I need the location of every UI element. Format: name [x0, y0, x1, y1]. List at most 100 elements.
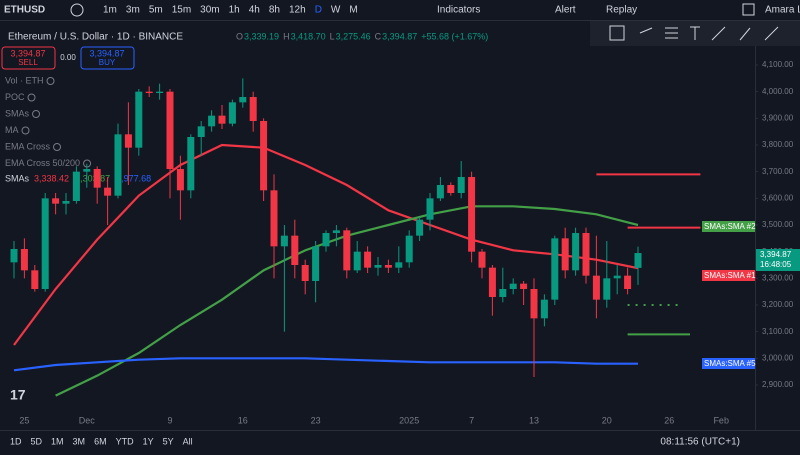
- interval-button[interactable]: D: [315, 5, 322, 16]
- price-tick-label: 3,500.00: [762, 220, 794, 229]
- candle-body: [353, 251, 361, 271]
- eye-icon[interactable]: [27, 93, 36, 102]
- spread: 0.00: [60, 53, 76, 62]
- eye-icon[interactable]: [53, 143, 62, 151]
- time-tick-label: 2025: [399, 415, 419, 425]
- interval-button[interactable]: 3m: [126, 5, 140, 16]
- indicator-name[interactable]: EMA Cross 50/200: [5, 158, 80, 168]
- sell-button[interactable]: [1, 46, 56, 70]
- range-button[interactable]: 3M: [73, 436, 86, 446]
- candle-body: [291, 235, 299, 265]
- indicator-name[interactable]: SMAs: [5, 108, 30, 118]
- drawing-tools[interactable]: [609, 25, 779, 41]
- candle-body: [249, 97, 257, 121]
- last-price: 3,394.87: [760, 250, 792, 259]
- sma1-label: SMAs:SMA #1: [704, 271, 756, 280]
- sma-line: [13, 143, 639, 346]
- tv-logo: 17: [10, 387, 26, 403]
- candle-body: [41, 198, 49, 289]
- candle-body: [20, 249, 28, 271]
- interval-button[interactable]: 5m: [149, 5, 163, 16]
- user-name[interactable]: Amara L: [765, 5, 800, 16]
- candle-body: [52, 198, 60, 204]
- price-tick-label: 4,100.00: [762, 60, 794, 69]
- checkbox[interactable]: [742, 3, 755, 16]
- interval-button[interactable]: 30m: [200, 5, 219, 16]
- indicator-name[interactable]: EMA Cross: [5, 141, 51, 151]
- candle-body: [592, 275, 600, 300]
- candle-body: [156, 91, 164, 93]
- interval-button[interactable]: 8h: [269, 5, 280, 16]
- candle-body: [114, 134, 122, 196]
- countdown: 16:48:05: [760, 260, 792, 269]
- candle-body: [104, 187, 112, 196]
- price-tick-label: 4,000.00: [762, 87, 794, 96]
- price-tick-label: 3,300.00: [762, 273, 794, 282]
- candle-body: [384, 265, 392, 268]
- candle-body: [197, 126, 205, 137]
- sell-label[interactable]: SELL: [18, 58, 38, 67]
- interval-button[interactable]: 1m: [103, 5, 117, 16]
- candle-body: [332, 230, 340, 233]
- candle-body: [634, 253, 642, 268]
- candle-body: [270, 190, 278, 247]
- candle-body: [436, 185, 444, 199]
- interval-button[interactable]: 15m: [172, 5, 191, 16]
- buy-button[interactable]: [80, 46, 135, 70]
- indicators-button[interactable]: Indicators: [437, 5, 480, 16]
- smas-value: 3,303.87: [75, 173, 110, 183]
- price-tick-label: 3,600.00: [762, 193, 794, 202]
- range-button[interactable]: 5D: [31, 436, 43, 446]
- price-tick-label: 3,900.00: [762, 113, 794, 122]
- time-tick-label: 25: [19, 415, 29, 425]
- range-button[interactable]: 6M: [94, 436, 107, 446]
- interval-button[interactable]: 1h: [229, 5, 240, 16]
- candle-body: [312, 246, 320, 281]
- indicator-name[interactable]: POC: [5, 92, 25, 102]
- ohlc-key: C: [375, 31, 382, 41]
- eye-icon[interactable]: [32, 110, 41, 118]
- candle-body: [31, 270, 39, 289]
- candle-body: [530, 289, 538, 319]
- interval-button[interactable]: 12h: [289, 5, 306, 16]
- candle-body: [343, 230, 351, 271]
- ohlc-key: L: [330, 31, 335, 41]
- buy-price[interactable]: 3,394.87: [89, 48, 124, 58]
- sell-price[interactable]: 3,394.87: [10, 48, 45, 58]
- range-button[interactable]: 1M: [51, 436, 64, 446]
- candle-body: [239, 97, 247, 103]
- replay-button[interactable]: Replay: [606, 5, 637, 16]
- indicator-name[interactable]: MA: [5, 125, 19, 135]
- time-tick-label: 16: [238, 415, 248, 425]
- price-tick-label: 3,100.00: [762, 327, 794, 336]
- range-button[interactable]: 1Y: [143, 436, 154, 446]
- candle-body: [228, 102, 236, 124]
- sma1-tag: [702, 270, 755, 281]
- candle-body: [551, 238, 559, 300]
- interval-button[interactable]: W: [331, 5, 341, 16]
- candle-body: [509, 283, 517, 289]
- range-button[interactable]: YTD: [116, 436, 135, 446]
- add-symbol[interactable]: [70, 3, 84, 17]
- indicator-name[interactable]: Vol · ETH: [5, 75, 44, 85]
- buy-label[interactable]: BUY: [99, 58, 116, 67]
- ohlc-key: H: [283, 31, 290, 41]
- range-button[interactable]: All: [183, 436, 193, 446]
- candle-body: [561, 238, 569, 271]
- symbol[interactable]: ETHUSD: [4, 5, 45, 16]
- interval-button[interactable]: 4h: [249, 5, 260, 16]
- candle-body: [572, 233, 580, 271]
- range-button[interactable]: 1D: [10, 436, 22, 446]
- candle-body: [416, 219, 424, 236]
- candle-body: [582, 233, 590, 276]
- ohlc-change: +55.68 (+1.67%): [421, 31, 488, 41]
- eye-icon[interactable]: [46, 77, 55, 85]
- candle-body: [280, 235, 288, 247]
- range-button[interactable]: 5Y: [163, 436, 174, 446]
- eye-icon[interactable]: [21, 126, 30, 135]
- alert-button[interactable]: Alert: [555, 5, 576, 16]
- candle-body: [260, 121, 268, 191]
- candle-body: [540, 299, 548, 319]
- interval-button[interactable]: M: [349, 5, 357, 16]
